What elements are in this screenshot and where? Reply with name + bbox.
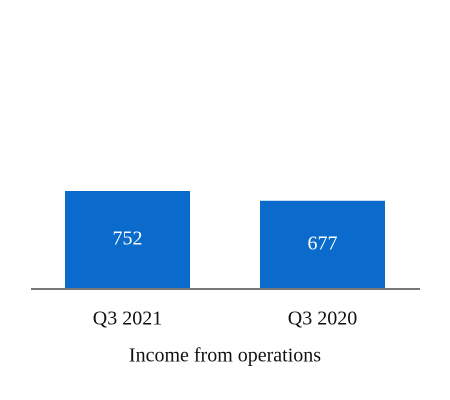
data-label: 677	[308, 232, 338, 254]
bar	[260, 200, 385, 289]
bar	[65, 191, 190, 289]
x-tick-label: Q3 2021	[93, 308, 162, 330]
x-tick-label: Q3 2020	[288, 308, 357, 330]
chart-title: Income from operations	[129, 345, 321, 367]
data-label: 752	[113, 228, 143, 250]
